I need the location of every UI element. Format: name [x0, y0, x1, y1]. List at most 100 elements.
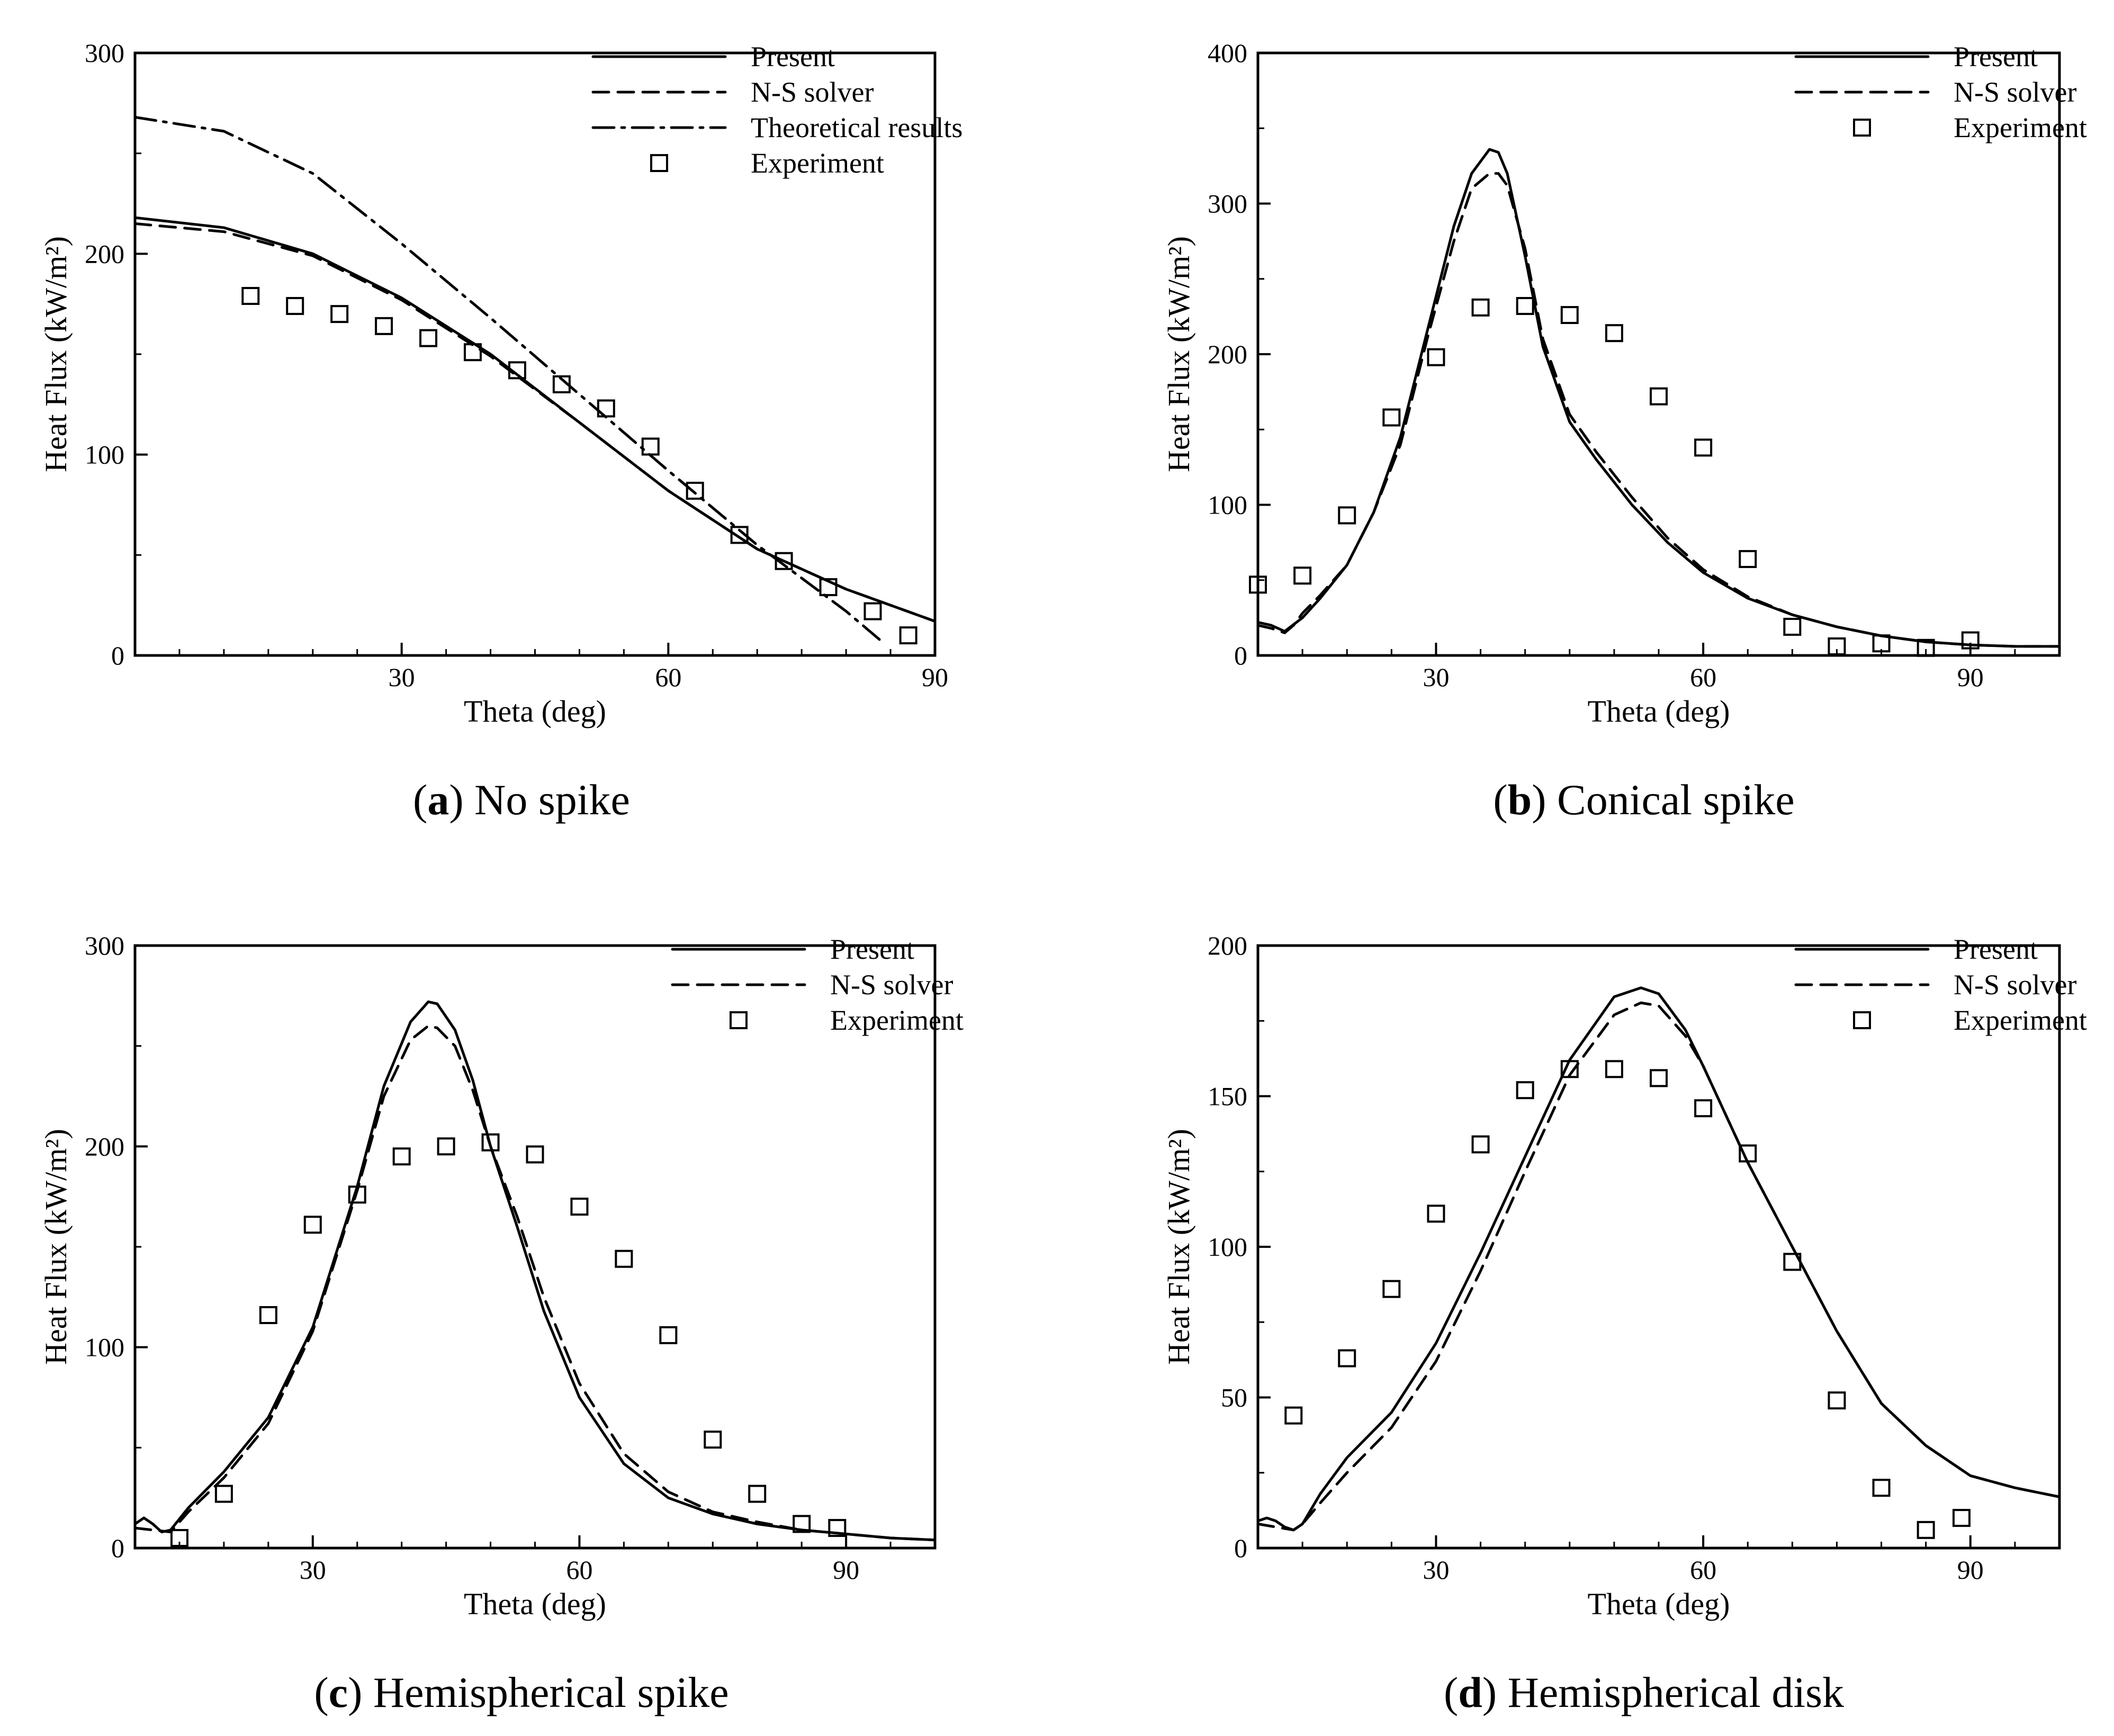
- x-axis-title: Theta (deg): [464, 694, 606, 728]
- experiment-marker: [641, 437, 660, 456]
- legend-marker: [650, 154, 668, 172]
- x-axis-title: Theta (deg): [464, 1587, 606, 1621]
- panel-caption: (c) Hemispherical spike: [314, 1668, 728, 1716]
- x-tick-label: 90: [833, 1555, 859, 1585]
- y-tick-label: 100: [85, 440, 124, 470]
- panel-caption: (b) Conical spike: [1493, 776, 1794, 824]
- experiment-marker: [615, 1249, 633, 1268]
- experiment-marker: [1650, 1069, 1668, 1087]
- experiment-marker: [597, 399, 615, 418]
- x-axis-title: Theta (deg): [1588, 694, 1730, 728]
- experiment-marker: [437, 1137, 455, 1156]
- experiment-marker: [552, 375, 571, 393]
- experiment-marker: [1516, 1081, 1534, 1100]
- experiment-marker: [348, 1185, 366, 1204]
- experiment-marker: [1952, 1509, 1971, 1527]
- x-tick-label: 30: [1423, 1555, 1449, 1585]
- series-line-present: [1256, 986, 2061, 1532]
- series-line-theoretical-results: [133, 115, 883, 643]
- panel-label: a: [427, 776, 449, 824]
- experiment-marker: [1828, 1391, 1846, 1410]
- y-tick-label: 300: [85, 38, 124, 68]
- experiment-marker: [748, 1485, 767, 1503]
- experiment-marker: [1471, 1135, 1490, 1154]
- chart-panel-d: 30 60 90 0 50 100 150 200 Theta (deg) Heat Flux (…: [1162, 931, 2087, 1716]
- plot-frame: [1256, 944, 2061, 1550]
- series-line-present: [133, 1000, 937, 1542]
- chart-panel-c: 30 60 90 0 100 200 300 Theta (deg) Heat Flux (kW…: [39, 931, 964, 1716]
- y-tick-label: 0: [1234, 1533, 1247, 1563]
- experiment-marker: [570, 1198, 589, 1216]
- experiment-marker: [1382, 1280, 1401, 1298]
- x-tick-label: 30: [1423, 662, 1449, 692]
- experiment-marker: [259, 1306, 277, 1324]
- legend-label: Experiment: [830, 1004, 964, 1036]
- x-tick-label: 60: [1690, 662, 1716, 692]
- experiment-marker: [1249, 575, 1267, 594]
- legend-label: Experiment: [1954, 112, 2087, 143]
- experiment-marker: [863, 602, 882, 620]
- experiment-marker: [286, 296, 304, 315]
- experiment-marker: [828, 1519, 847, 1537]
- experiment-marker: [1605, 324, 1623, 343]
- experiment-marker: [1694, 438, 1713, 457]
- experiment-marker: [1284, 1406, 1303, 1425]
- experiment-marker: [1739, 1144, 1757, 1163]
- experiment-marker: [1560, 1060, 1579, 1078]
- panel-caption: (d) Hemispherical disk: [1444, 1668, 1844, 1716]
- plot-frame: [133, 944, 937, 1550]
- experiment-marker: [1338, 1349, 1356, 1368]
- experiment-marker: [241, 286, 260, 305]
- experiment-marker: [1516, 296, 1534, 315]
- experiment-marker: [1917, 638, 1935, 657]
- experiment-marker: [1739, 550, 1757, 568]
- experiment-marker: [463, 343, 482, 362]
- x-tick-label: 90: [1957, 1555, 1984, 1585]
- experiment-marker: [1382, 408, 1401, 427]
- experiment-marker: [214, 1485, 233, 1503]
- experiment-marker: [730, 526, 749, 544]
- experiment-marker: [375, 317, 393, 335]
- experiment-marker: [1872, 1479, 1891, 1497]
- experiment-marker: [659, 1326, 678, 1344]
- legend-label: Experiment: [751, 147, 884, 179]
- x-tick-label: 30: [389, 662, 415, 692]
- experiment-marker: [303, 1216, 322, 1234]
- y-axis-title: Heat Flux (kW/m²): [39, 1129, 73, 1365]
- experiment-marker: [1471, 298, 1490, 317]
- chart-panel-a: 30 60 90 0 100 200 300 Theta (deg) Heat Flux (kW…: [39, 38, 962, 824]
- x-axis-title: Theta (deg): [1588, 1587, 1730, 1621]
- experiment-marker: [1560, 306, 1579, 325]
- experiment-marker: [1783, 1253, 1802, 1271]
- experiment-marker: [1783, 617, 1802, 636]
- y-tick-label: 100: [85, 1333, 124, 1362]
- experiment-marker: [392, 1147, 411, 1166]
- experiment-marker: [1338, 506, 1356, 525]
- y-tick-label: 100: [1208, 490, 1247, 520]
- experiment-marker: [775, 552, 793, 570]
- experiment-marker: [793, 1515, 811, 1533]
- legend-label: N-S solver: [751, 76, 874, 108]
- y-tick-label: 200: [85, 239, 124, 268]
- experiment-marker: [1872, 634, 1891, 653]
- legend-label: N-S solver: [830, 969, 953, 1001]
- y-axis-title: Heat Flux (kW/m²): [39, 236, 73, 472]
- legend-label: Theoretical results: [751, 112, 962, 143]
- y-tick-label: 300: [1208, 189, 1247, 219]
- experiment-marker: [1650, 387, 1668, 406]
- series-line-n-s-solver: [133, 1024, 937, 1542]
- experiment-marker: [481, 1133, 500, 1152]
- legend-marker: [1853, 119, 1871, 137]
- legend-label: Present: [1954, 41, 2038, 73]
- y-tick-label: 300: [85, 931, 124, 960]
- experiment-marker: [419, 329, 438, 347]
- y-tick-label: 200: [1208, 931, 1247, 960]
- legend-marker: [1853, 1011, 1871, 1029]
- experiment-marker: [508, 361, 526, 380]
- experiment-marker: [526, 1145, 544, 1164]
- legend-label: Experiment: [1954, 1004, 2087, 1036]
- y-tick-label: 150: [1208, 1082, 1247, 1111]
- experiment-marker: [330, 305, 349, 323]
- legend-label: N-S solver: [1954, 969, 2076, 1001]
